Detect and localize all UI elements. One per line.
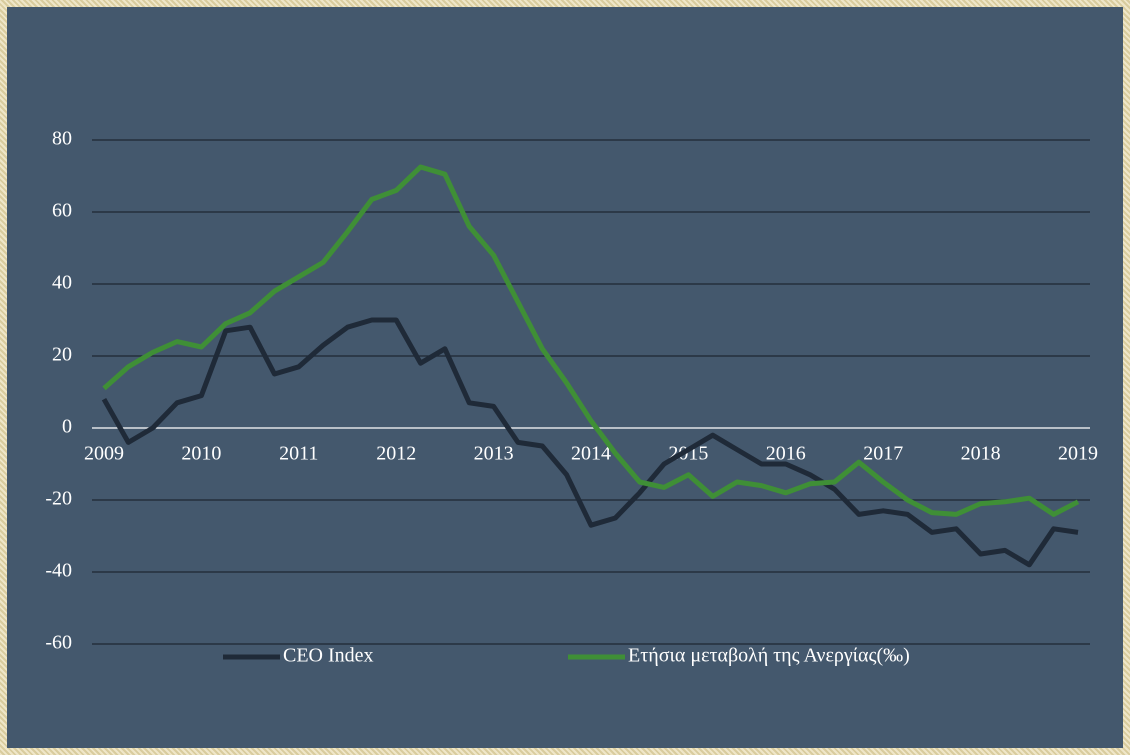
x-tick-label: 2015 xyxy=(668,443,708,465)
x-tick-label: 2017 xyxy=(863,443,903,465)
y-tick-label: 40 xyxy=(52,272,72,294)
x-tick-label: 2016 xyxy=(766,443,806,465)
y-tick-label: 60 xyxy=(52,200,72,222)
y-tick-label: 80 xyxy=(52,128,72,150)
x-tick-label: 2018 xyxy=(961,443,1001,465)
y-tick-label: -40 xyxy=(45,560,72,582)
y-tick-label: -20 xyxy=(45,488,72,510)
x-tick-label: 2012 xyxy=(376,443,416,465)
x-tick-label: 2014 xyxy=(571,443,611,465)
series-line xyxy=(101,317,1079,568)
series-line xyxy=(102,164,1080,517)
y-tick-label: 20 xyxy=(52,344,72,366)
x-tick-label: 2013 xyxy=(474,443,514,465)
y-tick-label: -60 xyxy=(45,632,72,654)
x-tick-label: 2009 xyxy=(84,443,124,465)
legend-label: Ετήσια μεταβολή της Ανεργίας(‰) xyxy=(628,645,910,667)
x-tick-label: 2019 xyxy=(1058,443,1098,465)
legend-label: CEO Index xyxy=(283,645,374,667)
y-tick-label: 0 xyxy=(62,416,72,438)
x-tick-label: 2010 xyxy=(181,443,221,465)
x-tick-label: 2011 xyxy=(279,443,318,465)
